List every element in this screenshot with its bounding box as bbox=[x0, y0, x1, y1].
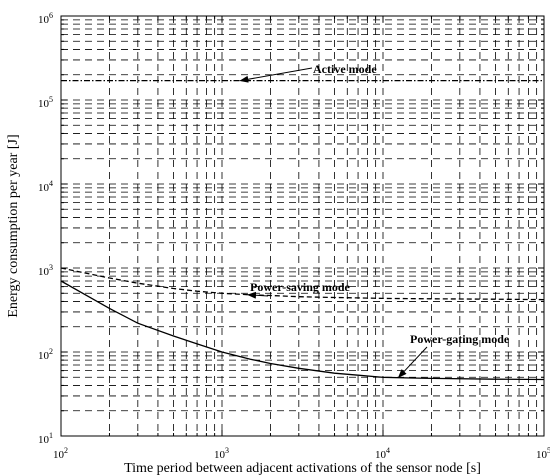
x-tick-label: 104 bbox=[375, 446, 390, 461]
series-line-power-gating-mode bbox=[60, 280, 545, 381]
plot-frame bbox=[60, 15, 545, 437]
annotation-label: Power-gating mode bbox=[410, 332, 510, 346]
annotation-arrow bbox=[397, 346, 428, 379]
annotation-label: Power-saving mode bbox=[250, 280, 351, 294]
x-axis-label: Time period between adjacent activations… bbox=[124, 461, 481, 476]
y-tick-label: 104 bbox=[38, 179, 53, 194]
annotation-arrow bbox=[239, 67, 313, 83]
y-tick-label: 105 bbox=[38, 95, 53, 110]
annotation-arrow bbox=[246, 291, 269, 299]
x-tick-label: 103 bbox=[214, 446, 229, 461]
y-axis-label: Energy consumption per year [J] bbox=[6, 134, 21, 317]
x-tick-label: 105 bbox=[536, 446, 550, 461]
y-tick-label: 102 bbox=[38, 347, 53, 362]
x-tick-label: 102 bbox=[53, 446, 68, 461]
annotation-label: Active mode bbox=[313, 62, 377, 76]
grid bbox=[61, 16, 544, 436]
annotations: Active mode Power-saving mode Power-gating… bbox=[239, 62, 510, 379]
y-tick-label: 106 bbox=[38, 11, 53, 26]
y-tick-label: 101 bbox=[38, 431, 53, 446]
y-tick-label: 103 bbox=[38, 263, 53, 278]
